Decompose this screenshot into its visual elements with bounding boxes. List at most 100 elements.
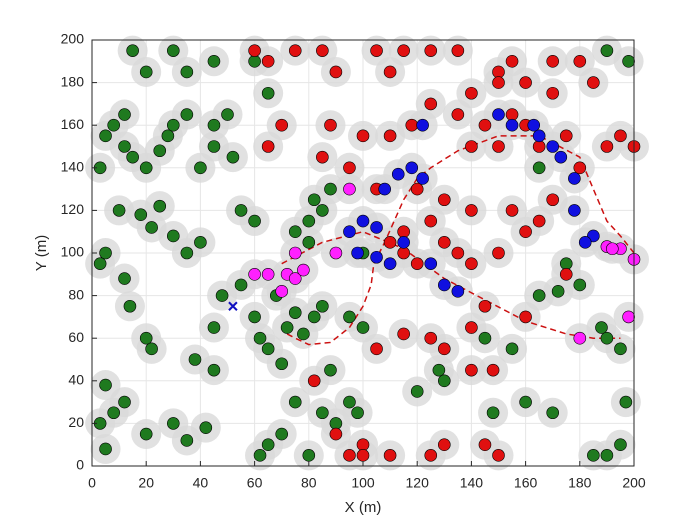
point xyxy=(356,129,370,143)
point xyxy=(437,374,451,388)
point xyxy=(343,310,356,324)
point xyxy=(492,140,505,153)
point xyxy=(486,406,500,420)
point xyxy=(343,225,356,238)
y-tick-label: 20 xyxy=(68,414,84,430)
point xyxy=(207,140,221,153)
point xyxy=(207,363,221,377)
point xyxy=(492,108,505,121)
point xyxy=(297,327,310,341)
point xyxy=(343,449,356,462)
point xyxy=(324,363,337,377)
point xyxy=(397,44,410,57)
point xyxy=(307,310,321,324)
point xyxy=(370,250,383,264)
point xyxy=(370,221,383,234)
point xyxy=(194,161,207,175)
point xyxy=(316,204,329,217)
point xyxy=(465,257,478,270)
point xyxy=(587,76,600,89)
point xyxy=(307,374,321,388)
x-axis-label: X (m) xyxy=(345,499,382,516)
point xyxy=(112,204,126,217)
point xyxy=(432,363,446,377)
point xyxy=(451,246,465,260)
point xyxy=(397,327,410,341)
y-tick-label: 200 xyxy=(61,31,85,47)
x-tick-label: 40 xyxy=(193,475,209,491)
point xyxy=(578,236,592,249)
point xyxy=(221,108,234,121)
point xyxy=(207,118,221,132)
point xyxy=(383,449,397,462)
point xyxy=(343,395,356,409)
point xyxy=(505,54,519,68)
point xyxy=(99,246,112,260)
point xyxy=(356,214,370,228)
path-line xyxy=(286,135,635,346)
point xyxy=(118,140,131,153)
point xyxy=(465,363,478,377)
point xyxy=(126,150,139,164)
point xyxy=(622,310,635,324)
point xyxy=(424,214,438,228)
point xyxy=(478,438,492,452)
point xyxy=(600,140,614,153)
point xyxy=(614,129,627,143)
point xyxy=(546,140,560,153)
point xyxy=(451,44,465,57)
point xyxy=(600,44,614,57)
point xyxy=(519,225,532,238)
point xyxy=(606,242,619,256)
point xyxy=(343,161,356,175)
point xyxy=(145,221,158,234)
point xyxy=(288,225,302,238)
point xyxy=(99,129,112,143)
point xyxy=(587,449,600,462)
point xyxy=(492,246,505,260)
point xyxy=(180,246,194,260)
point xyxy=(302,449,316,462)
point xyxy=(261,54,275,68)
point xyxy=(316,406,329,420)
point xyxy=(383,236,397,249)
point xyxy=(568,204,581,217)
y-tick-label: 100 xyxy=(61,244,85,260)
y-tick-label: 40 xyxy=(68,372,84,388)
point xyxy=(397,225,410,238)
point xyxy=(261,438,275,452)
point xyxy=(123,299,137,313)
point xyxy=(356,449,370,462)
point xyxy=(437,278,451,292)
point xyxy=(532,140,546,153)
point xyxy=(532,289,546,302)
x-tick-label: 100 xyxy=(351,475,375,491)
point xyxy=(356,438,370,452)
point xyxy=(194,236,207,249)
point xyxy=(275,118,289,132)
point xyxy=(554,150,568,164)
point xyxy=(546,406,560,420)
x-marker xyxy=(228,301,238,311)
point xyxy=(614,438,627,452)
point xyxy=(343,182,356,196)
point xyxy=(288,272,302,285)
point xyxy=(329,417,343,430)
point xyxy=(532,161,546,175)
point xyxy=(465,86,478,100)
point xyxy=(573,331,587,345)
point xyxy=(234,278,248,292)
point xyxy=(139,161,153,175)
point xyxy=(465,140,478,153)
point xyxy=(107,118,120,132)
point xyxy=(619,395,633,409)
point xyxy=(410,385,424,398)
point xyxy=(139,331,153,345)
point xyxy=(519,310,532,324)
point xyxy=(253,449,267,462)
point xyxy=(383,65,397,79)
point xyxy=(551,285,565,298)
point xyxy=(253,331,267,345)
x-tick-label: 60 xyxy=(247,475,263,491)
point xyxy=(288,246,302,260)
